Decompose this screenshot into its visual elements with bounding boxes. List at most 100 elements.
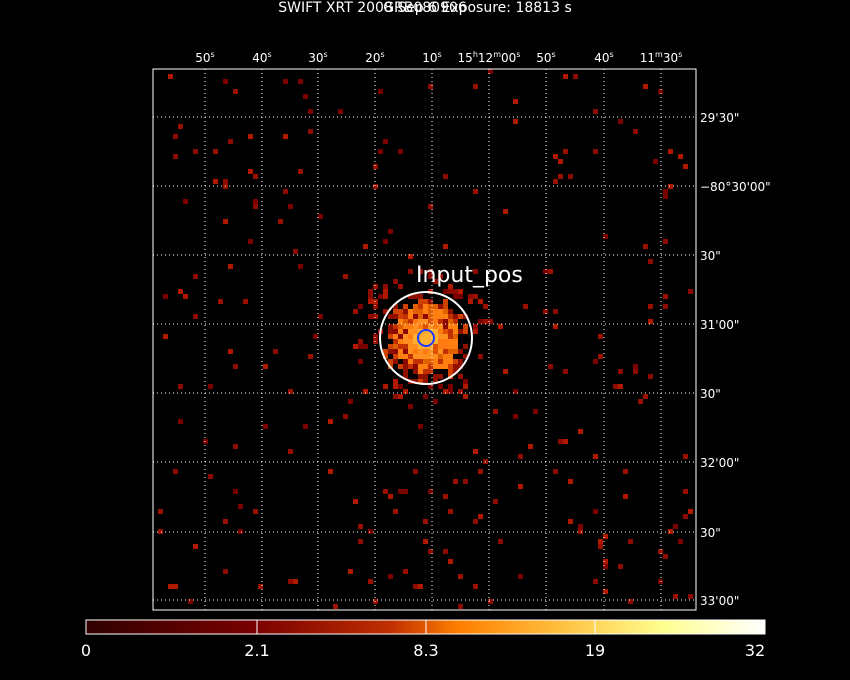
count-pixel <box>403 344 408 349</box>
count-pixel <box>463 314 468 319</box>
count-pixel <box>158 509 163 514</box>
count-pixel <box>428 344 433 349</box>
count-pixel <box>443 339 448 344</box>
count-pixel <box>643 394 648 399</box>
count-pixel <box>383 489 388 494</box>
count-pixel <box>248 134 253 139</box>
count-pixel <box>453 364 458 369</box>
count-pixel <box>613 384 618 389</box>
count-pixel <box>453 359 458 364</box>
count-pixel <box>173 154 178 159</box>
count-pixel <box>673 594 678 599</box>
count-pixel <box>678 539 683 544</box>
count-pixel <box>618 119 623 124</box>
count-pixel <box>418 354 423 359</box>
count-pixel <box>443 344 448 349</box>
count-pixel <box>293 579 298 584</box>
count-pixel <box>398 324 403 329</box>
count-pixel <box>643 84 648 89</box>
count-pixel <box>558 174 563 179</box>
colorbar-label-2: 8.3 <box>413 641 439 660</box>
count-pixel <box>663 304 668 309</box>
count-pixel <box>213 179 218 184</box>
count-pixel <box>428 549 433 554</box>
count-pixel <box>448 349 453 354</box>
count-pixel <box>408 344 413 349</box>
count-pixel <box>408 294 413 299</box>
count-pixel <box>438 274 443 279</box>
count-pixel <box>478 354 483 359</box>
count-pixel <box>428 314 433 319</box>
count-pixel <box>648 259 653 264</box>
count-pixel <box>233 89 238 94</box>
count-pixel <box>423 324 428 329</box>
dec-tick-label: 30" <box>700 387 721 401</box>
dec-axis-labels: 29'30" −80°30'00" 30" 31'00" 30" 32'00" 30" 33'… <box>700 111 771 608</box>
count-pixel <box>233 364 238 369</box>
count-pixel <box>593 454 598 459</box>
count-pixel <box>423 359 428 364</box>
count-pixel <box>458 574 463 579</box>
count-pixel <box>223 569 228 574</box>
count-pixel <box>453 344 458 349</box>
count-pixel <box>328 419 333 424</box>
count-pixel <box>368 529 373 534</box>
count-pixel <box>228 264 233 269</box>
image-title: GRB080906 <box>383 0 467 16</box>
count-pixel <box>633 364 638 369</box>
count-pixel <box>398 309 403 314</box>
dec-tick-label: −80°30'00" <box>700 180 771 194</box>
count-pixel <box>418 269 423 274</box>
count-pixel <box>408 319 413 324</box>
count-pixel <box>473 519 478 524</box>
count-pixel <box>458 359 463 364</box>
count-pixel <box>423 304 428 309</box>
count-pixel <box>458 289 463 294</box>
count-pixel <box>403 339 408 344</box>
count-pixel <box>413 469 418 474</box>
count-pixel <box>403 359 408 364</box>
count-pixel <box>308 109 313 114</box>
count-pixel <box>363 344 368 349</box>
count-pixel <box>393 509 398 514</box>
count-pixel <box>243 299 248 304</box>
count-pixel <box>413 584 418 589</box>
count-pixel <box>543 309 548 314</box>
count-pixel <box>578 524 583 529</box>
count-pixel <box>443 549 448 554</box>
count-pixel <box>248 239 253 244</box>
count-pixel <box>393 329 398 334</box>
count-pixel <box>288 579 293 584</box>
count-pixel <box>593 359 598 364</box>
count-pixel <box>303 94 308 99</box>
count-pixel <box>448 289 453 294</box>
count-pixel <box>433 304 438 309</box>
count-pixel <box>443 329 448 334</box>
count-pixel <box>413 364 418 369</box>
count-pixel <box>463 479 468 484</box>
count-pixel <box>383 239 388 244</box>
count-pixel <box>463 384 468 389</box>
count-pixel <box>413 334 418 339</box>
count-pixel <box>428 319 433 324</box>
count-pixel <box>398 384 403 389</box>
image-subtitle: SWIFT XRT 2008 Sep 6 Exposure: 18813 s <box>278 0 572 16</box>
count-pixel <box>383 384 388 389</box>
source-region-circle <box>379 291 473 385</box>
count-pixel <box>403 374 408 379</box>
count-pixel <box>398 149 403 154</box>
ra-tick-label: 30s <box>308 50 327 65</box>
count-pixel <box>548 364 553 369</box>
count-pixel <box>448 329 453 334</box>
ra-tick-label: 10s <box>422 50 441 65</box>
count-pixel <box>163 294 168 299</box>
count-pixel <box>683 489 688 494</box>
count-pixel <box>593 509 598 514</box>
count-pixel <box>453 334 458 339</box>
count-pixel <box>423 539 428 544</box>
count-pixel <box>443 349 448 354</box>
count-pixel <box>178 419 183 424</box>
count-pixel <box>598 334 603 339</box>
count-pixel <box>393 384 398 389</box>
count-pixel <box>293 249 298 254</box>
